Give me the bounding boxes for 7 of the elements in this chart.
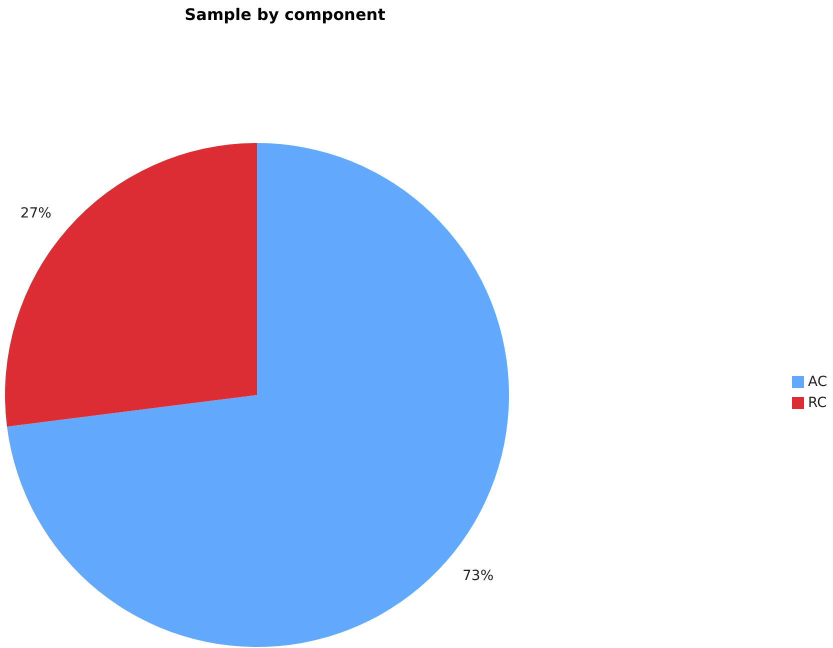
legend-label: AC <box>808 374 828 390</box>
pie-slice <box>6 143 509 647</box>
data-label: 73% <box>462 568 494 584</box>
chart-title: Sample by component <box>184 5 386 24</box>
pie-slice <box>5 143 257 427</box>
legend-label: RC <box>808 394 828 411</box>
data-label: 27% <box>20 206 52 222</box>
